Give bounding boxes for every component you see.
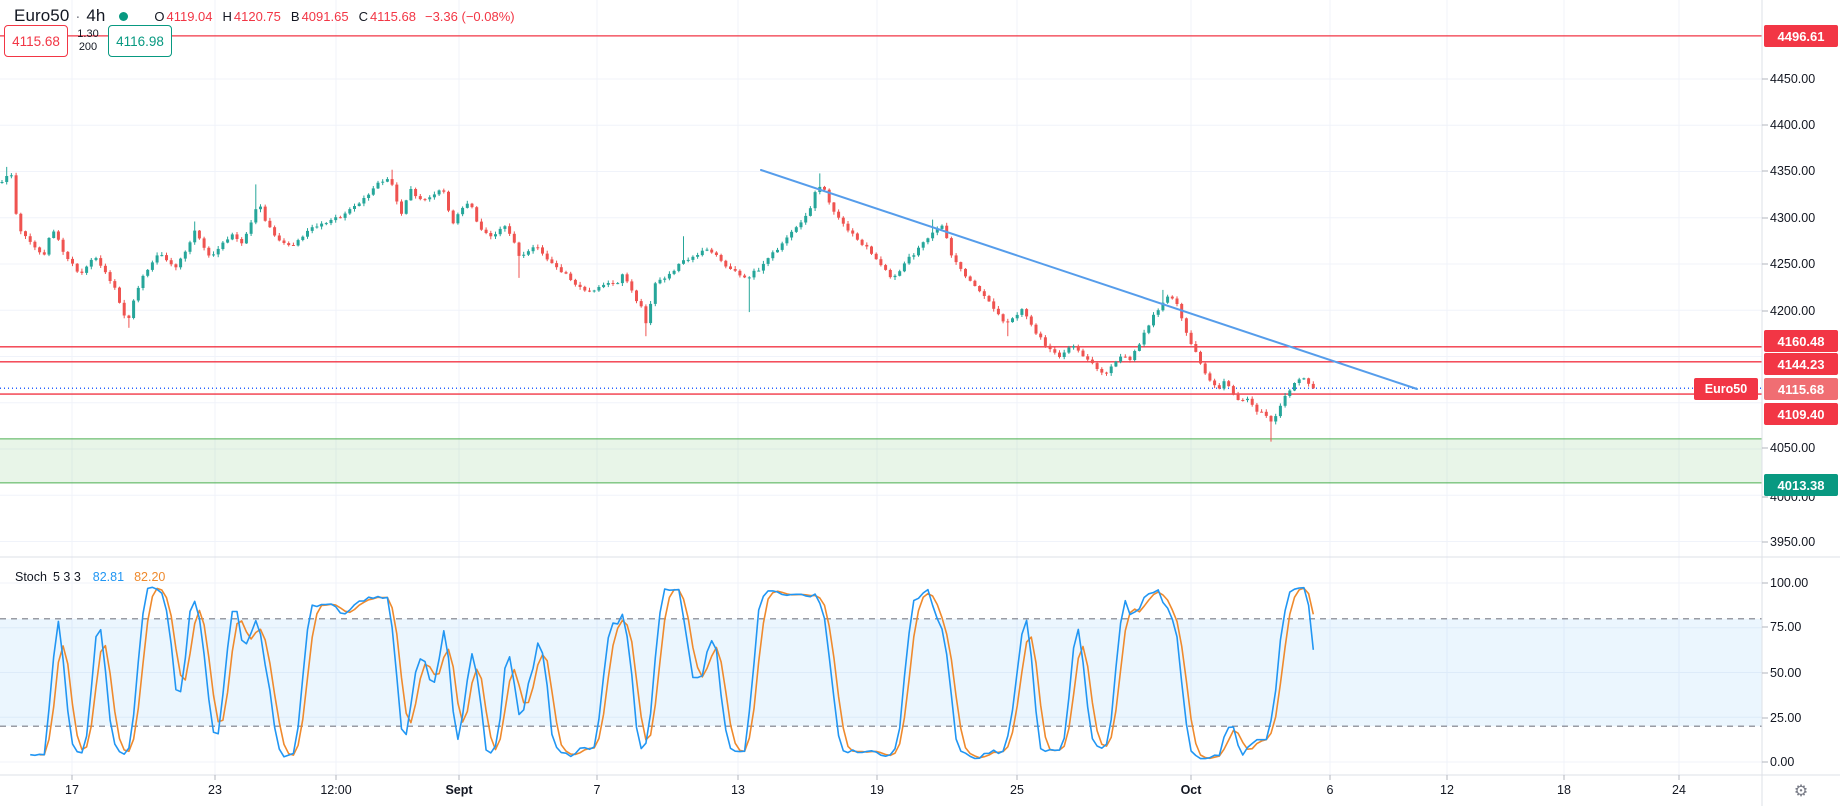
price-level-label: 4144.23 [1764,353,1838,375]
time-tick-label: 24 [1672,783,1686,797]
price-tick-label: 4250.00 [1770,257,1816,271]
time-tick-label: 12:00 [320,783,352,797]
trade-widget: 4115.68 1.30 200 4116.98 [4,25,172,57]
sell-button[interactable]: 4115.68 [4,25,68,57]
time-tick-label: Sept [445,783,473,797]
price-tick-label: 3950.00 [1770,535,1816,549]
candlestick-series [0,166,1315,442]
price-level-label: 4013.38 [1764,474,1838,496]
stoch-k-line [30,586,1315,760]
stoch-d-value: 82.20 [134,570,166,584]
ohlc-readout: O 4119.04 H 4120.75 B 4091.65 C 4115.68 … [154,9,514,24]
low-value: 4091.65 [301,8,349,24]
price-tick-label: 4300.00 [1770,211,1816,225]
trendline[interactable] [760,169,1418,390]
buy-button[interactable]: 4116.98 [108,25,172,57]
stoch-tick-label: 50.00 [1770,666,1802,680]
time-tick-label: 19 [870,783,884,797]
symbol-title[interactable]: Euro50 [14,6,70,25]
time-tick-label: 13 [731,783,745,797]
high-value: 4120.75 [233,8,281,24]
open-value: 4119.04 [166,8,213,24]
spread-display: 1.30 200 [68,25,108,57]
open-label: O [154,8,165,24]
symbol-price-tag: Euro50 [1694,378,1758,400]
low-label: B [290,8,300,24]
price-tick-label: 4350.00 [1770,164,1816,178]
close-label: C [358,8,368,24]
time-axis[interactable]: 17 23 12:00 Sept 7 13 19 25 Oct 6 12 18 24 [0,775,1840,806]
price-level-label: 4496.61 [1764,25,1838,47]
price-level-label: 4109.40 [1764,403,1838,425]
time-tick-label: 25 [1010,783,1024,797]
time-tick-label: 6 [1326,783,1334,797]
price-tick-label: 4050.00 [1770,441,1816,455]
time-tick-label: Oct [1180,783,1202,797]
quantity-value: 200 [78,41,98,53]
demand-zone [0,438,1762,483]
price-tick-label: 4400.00 [1770,118,1816,132]
price-axis[interactable]: 4450.00 4400.00 4350.00 4300.00 4250.00 4200.… [1762,0,1840,775]
price-level-label: 4115.68 [1764,378,1838,400]
price-tick-label: 4450.00 [1770,72,1816,86]
stoch-tick-label: 75.00 [1770,620,1802,634]
market-status-dot-icon [119,11,129,21]
stoch-tick-label: 0.00 [1770,755,1795,769]
change-value: −3.36 (−0.08%) [424,8,515,24]
stoch-k-value: 82.81 [92,570,125,584]
stoch-band [0,618,1762,727]
time-tick-label: 23 [208,783,222,797]
stoch-tick-label: 100.00 [1770,576,1809,590]
time-tick-label: 18 [1557,783,1571,797]
stochastic-legend: Stoch 5 3 3 82.81 82.20 [15,570,165,584]
interval-label[interactable]: 4h [86,6,106,25]
high-label: H [222,8,232,24]
legend-separator: · [75,7,81,25]
stoch-tick-label: 25.00 [1770,711,1802,725]
close-value: 4115.68 [369,8,416,24]
time-tick-label: 12 [1440,783,1454,797]
price-tick-label: 4200.00 [1770,304,1816,318]
time-tick-label: 17 [65,783,79,797]
time-tick-label: 7 [593,783,601,797]
price-level-label: 4160.48 [1764,330,1838,352]
settings-gear-icon[interactable]: ⚙ [1793,783,1809,800]
symbol-legend: Euro50 · 4h O 4119.04 H 4120.75 B 4091.6… [14,5,515,27]
stoch-title[interactable]: Stoch [15,570,47,584]
stoch-params: 5 3 3 [52,570,81,584]
spread-value: 1.30 [77,28,99,40]
